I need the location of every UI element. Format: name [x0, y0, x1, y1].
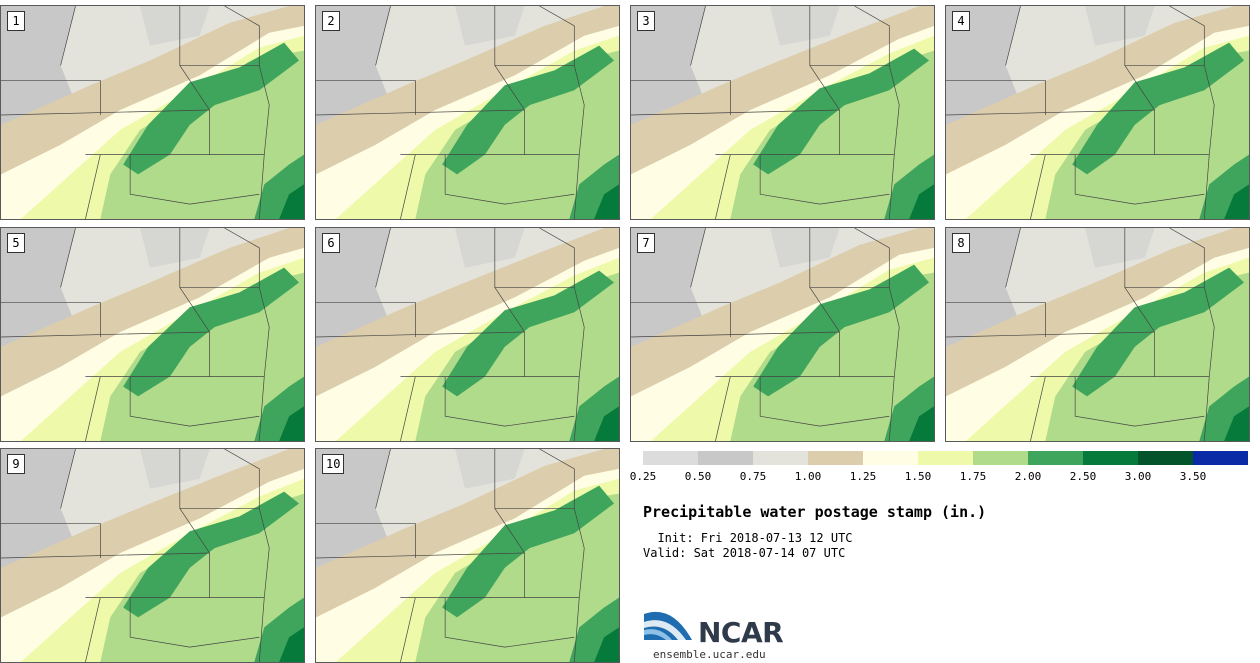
colorbar-swatch: [1083, 451, 1138, 465]
stamp-label: 2: [322, 11, 340, 31]
colorbar-tick-label: 3.00: [1124, 470, 1152, 483]
colorbar-swatch: [753, 451, 808, 465]
stamp-label: 10: [322, 454, 345, 474]
colorbar-swatch: [1193, 451, 1248, 465]
colorbar: [643, 451, 1248, 465]
precipitable-water-map: [1, 228, 304, 441]
colorbar-swatch: [863, 451, 918, 465]
stamp-label: 3: [637, 11, 655, 31]
postage-stamp-panel: 10: [315, 448, 620, 663]
colorbar-tick-label: 1.50: [904, 470, 932, 483]
site-url[interactable]: ensemble.ucar.edu: [653, 648, 766, 661]
stamp-label: 8: [952, 233, 970, 253]
stamp-label: 5: [7, 233, 25, 253]
stamp-label: 1: [7, 11, 25, 31]
colorbar-tick-label: 3.50: [1179, 470, 1207, 483]
valid-time: Valid: Sat 2018-07-14 07 UTC: [643, 546, 846, 560]
colorbar-tick-label: 2.00: [1014, 470, 1042, 483]
precipitable-water-map: [946, 228, 1249, 441]
colorbar-tick-label: 1.75: [959, 470, 987, 483]
colorbar-tick-label: 0.50: [684, 470, 712, 483]
init-time: Init: Fri 2018-07-13 12 UTC: [643, 531, 853, 545]
colorbar-tick-label: 1.25: [849, 470, 877, 483]
postage-stamp-panel: 1: [0, 5, 305, 220]
logo-text: NCAR: [698, 616, 784, 649]
stamp-label: 7: [637, 233, 655, 253]
ncar-logo-icon: [644, 611, 692, 640]
colorbar-tick-label: 0.75: [739, 470, 767, 483]
precipitable-water-map: [1, 449, 304, 662]
postage-stamp-panel: 6: [315, 227, 620, 442]
stamp-label: 4: [952, 11, 970, 31]
colorbar-swatch: [918, 451, 973, 465]
stamp-label: 9: [7, 454, 25, 474]
precipitable-water-map: [316, 6, 619, 219]
colorbar-swatch: [1138, 451, 1193, 465]
postage-stamp-panel: 2: [315, 5, 620, 220]
precipitable-water-map: [1, 6, 304, 219]
precipitable-water-map: [631, 6, 934, 219]
plot-title: Precipitable water postage stamp (in.): [643, 503, 987, 521]
colorbar-swatch: [973, 451, 1028, 465]
colorbar-swatch: [643, 451, 698, 465]
precipitable-water-map: [631, 228, 934, 441]
postage-stamp-panel: 8: [945, 227, 1250, 442]
colorbar-ticks: 0.25 0.50 0.75 1.00 1.25 1.50 1.75 2.00 2.50 3.00…: [630, 470, 1260, 486]
stamp-label: 6: [322, 233, 340, 253]
postage-stamp-panel: 3: [630, 5, 935, 220]
colorbar-tick-label: 2.50: [1069, 470, 1097, 483]
colorbar-swatch: [808, 451, 863, 465]
colorbar-swatch: [698, 451, 753, 465]
precipitable-water-map: [316, 228, 619, 441]
precipitable-water-map: [946, 6, 1249, 219]
postage-stamp-panel: 9: [0, 448, 305, 663]
precipitable-water-map: [316, 449, 619, 662]
postage-stamp-panel: 4: [945, 5, 1250, 220]
postage-stamp-panel: 5: [0, 227, 305, 442]
postage-stamp-panel: 7: [630, 227, 935, 442]
colorbar-tick-label: 0.25: [629, 470, 657, 483]
colorbar-swatch: [1028, 451, 1083, 465]
colorbar-tick-label: 1.00: [794, 470, 822, 483]
